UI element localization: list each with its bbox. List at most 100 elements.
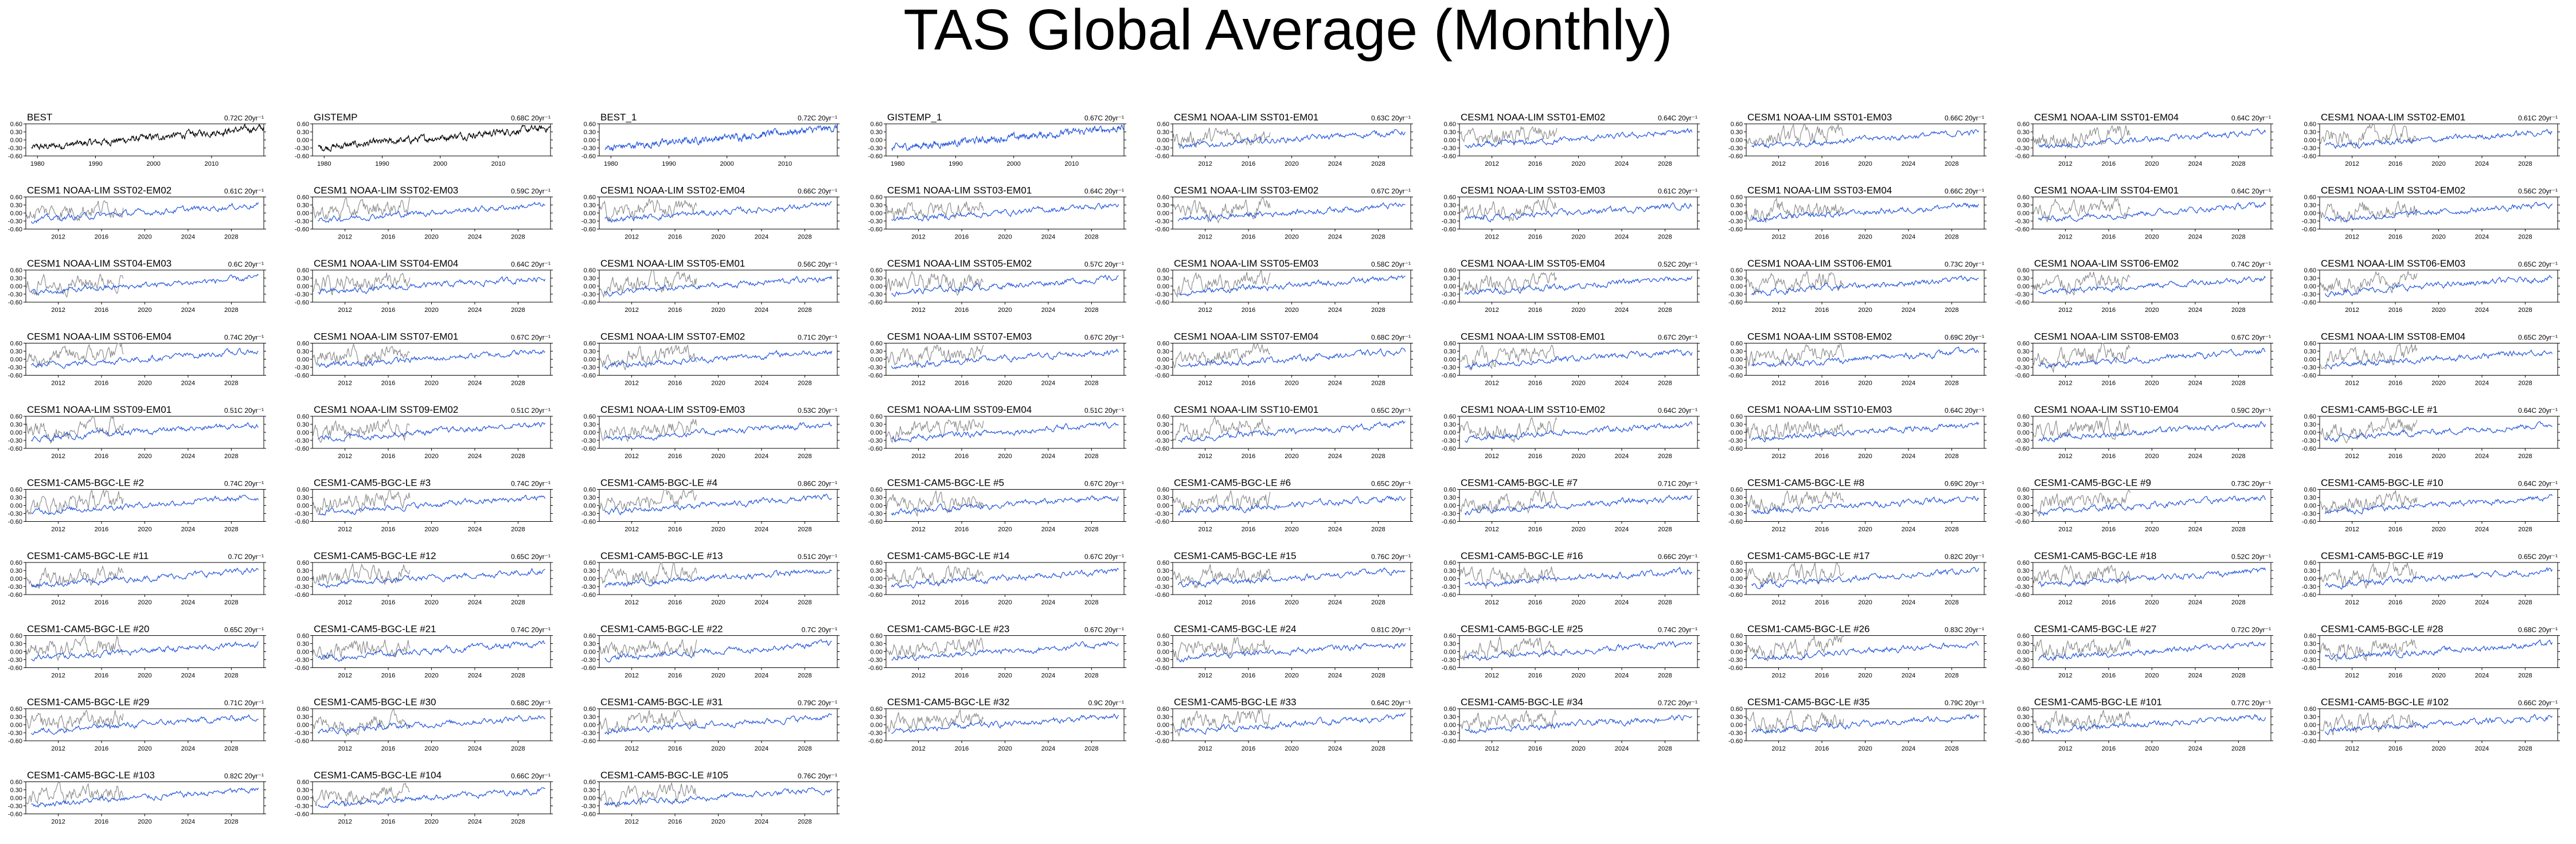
observed-overlay-line bbox=[1172, 127, 1271, 150]
y-tick-label: -0.60 bbox=[295, 373, 309, 380]
x-tick-label: 2016 bbox=[668, 307, 682, 314]
observed-overlay-line bbox=[885, 201, 984, 220]
series-line bbox=[604, 124, 838, 152]
y-tick-label: 0.60 bbox=[10, 413, 22, 420]
x-tick-label: 2028 bbox=[798, 307, 811, 314]
y-tick-label: -0.60 bbox=[581, 592, 596, 599]
y-tick-label: -0.30 bbox=[2302, 657, 2316, 664]
x-tick-label: 2012 bbox=[1771, 599, 1785, 606]
panel: CESM1 NOAA-LIM SST07-EM02 0.71C 20yr⁻¹ 0.6… bbox=[581, 331, 840, 387]
model-series-line bbox=[1464, 202, 1692, 223]
x-tick-label: 2020 bbox=[424, 819, 438, 826]
panel-trend-label: 0.64C 20yr⁻¹ bbox=[1658, 407, 1697, 415]
y-tick-label: 0.00 bbox=[2017, 210, 2029, 217]
panel-title: CESM1 NOAA-LIM SST02-EM04 bbox=[600, 185, 745, 196]
plot-frame bbox=[1746, 416, 1985, 449]
x-tick-label: 2028 bbox=[2518, 599, 2532, 606]
panel: CESM1-CAM5-BGC-LE #105 0.76C 20yr⁻¹0.600.… bbox=[581, 770, 840, 826]
panel: CESM1 NOAA-LIM SST06-EM04 0.74C 20yr⁻¹ 0.6… bbox=[8, 331, 266, 387]
y-tick-label: -0.30 bbox=[8, 657, 22, 664]
panel-trend-label: 0.86C 20yr⁻¹ bbox=[798, 480, 837, 488]
observed-overlay-line bbox=[25, 342, 124, 368]
x-tick-label: 2024 bbox=[1328, 234, 1342, 241]
y-tick-label: -0.60 bbox=[295, 299, 309, 306]
x-tick-label: 2012 bbox=[625, 599, 638, 606]
x-tick-label: 2016 bbox=[955, 599, 969, 606]
y-tick-label: -0.60 bbox=[295, 592, 309, 599]
y-tick-label: 0.00 bbox=[2304, 283, 2316, 290]
y-tick-label: 0.00 bbox=[1444, 503, 1456, 510]
y-tick-label: -0.30 bbox=[2015, 291, 2029, 298]
y-tick-label: 0.00 bbox=[1444, 649, 1456, 656]
y-tick-label: -0.30 bbox=[2015, 218, 2029, 225]
y-tick-label: 0.60 bbox=[297, 341, 309, 347]
y-tick-label: -0.60 bbox=[868, 665, 883, 672]
x-tick-label: 2028 bbox=[511, 380, 525, 387]
observed-overlay-line bbox=[25, 273, 124, 298]
y-tick-label: -0.30 bbox=[1728, 511, 1743, 518]
x-tick-label: 2020 bbox=[2145, 745, 2159, 752]
panel-title: CESM1-CAM5-BGC-LE #22 bbox=[600, 624, 723, 635]
y-tick-label: 0.60 bbox=[584, 341, 596, 347]
panel-trend-label: 0.51C 20yr⁻¹ bbox=[511, 407, 551, 415]
x-tick-label: 2012 bbox=[1485, 453, 1498, 460]
observed-overlay-line bbox=[25, 200, 124, 221]
y-tick-label: 0.30 bbox=[1157, 202, 1169, 209]
y-tick-label: 0.00 bbox=[10, 137, 22, 144]
y-tick-label: -0.60 bbox=[2302, 299, 2316, 306]
x-tick-label: 2028 bbox=[1945, 599, 1958, 606]
x-tick-label: 2012 bbox=[2345, 745, 2359, 752]
x-tick-label: 2024 bbox=[1041, 745, 1055, 752]
panel-trend-label: 0.64C 20yr⁻¹ bbox=[1658, 114, 1697, 122]
x-tick-label: 2024 bbox=[1041, 234, 1055, 241]
x-tick-label: 2020 bbox=[711, 380, 725, 387]
observed-overlay-line bbox=[1746, 562, 1844, 587]
model-series-line bbox=[891, 495, 1119, 516]
y-tick-label: 0.00 bbox=[297, 357, 309, 364]
y-tick-label: 0.60 bbox=[584, 121, 596, 128]
y-tick-label: 0.60 bbox=[1731, 560, 1743, 566]
y-tick-label: 0.00 bbox=[10, 649, 22, 656]
x-tick-label: 2016 bbox=[1242, 453, 1255, 460]
x-tick-label: 2016 bbox=[2388, 307, 2402, 314]
y-tick-label: 0.30 bbox=[2017, 129, 2029, 136]
x-tick-label: 2028 bbox=[1371, 526, 1385, 533]
x-tick-label: 2020 bbox=[1858, 161, 1872, 167]
model-series-line bbox=[318, 494, 546, 516]
x-tick-label: 2012 bbox=[2058, 673, 2072, 679]
x-tick-label: 2028 bbox=[1658, 161, 1672, 167]
panel: CESM1 NOAA-LIM SST10-EM03 0.64C 20yr⁻¹ 0.6… bbox=[1728, 404, 1986, 460]
x-tick-label: 2028 bbox=[1658, 307, 1672, 314]
x-tick-label: 2028 bbox=[1371, 745, 1385, 752]
x-tick-label: 2016 bbox=[1242, 380, 1255, 387]
y-tick-label: -0.30 bbox=[1728, 730, 1743, 737]
y-tick-label: 0.60 bbox=[2304, 706, 2316, 713]
x-tick-label: 2020 bbox=[998, 307, 1012, 314]
panel: CESM1 NOAA-LIM SST04-EM01 0.64C 20yr⁻¹ 0.6… bbox=[2015, 185, 2273, 241]
panel: CESM1 NOAA-LIM SST10-EM01 0.65C 20yr⁻¹ 0.6… bbox=[1155, 404, 1413, 460]
x-tick-label: 2012 bbox=[911, 673, 925, 679]
panel-title: CESM1-CAM5-BGC-LE #31 bbox=[600, 697, 723, 708]
y-tick-label: -0.60 bbox=[1442, 738, 1456, 745]
x-tick-label: 2016 bbox=[2102, 380, 2116, 387]
x-tick-label: 2020 bbox=[2431, 234, 2445, 241]
y-tick-label: 0.30 bbox=[2304, 421, 2316, 428]
x-tick-label: 2012 bbox=[1485, 599, 1498, 606]
y-tick-label: -0.30 bbox=[2302, 730, 2316, 737]
x-tick-label: 2020 bbox=[424, 307, 438, 314]
y-tick-label: -0.60 bbox=[868, 738, 883, 745]
observed-overlay-line bbox=[885, 709, 984, 732]
y-tick-label: 0.00 bbox=[1157, 137, 1169, 144]
y-tick-label: -0.30 bbox=[2302, 511, 2316, 518]
x-tick-label: 2016 bbox=[2388, 745, 2402, 752]
panel: CESM1 NOAA-LIM SST06-EM02 0.74C 20yr⁻¹ 0.6… bbox=[2015, 258, 2273, 314]
page-title: TAS Global Average (Monthly) bbox=[903, 0, 1673, 62]
y-tick-label: 0.00 bbox=[10, 210, 22, 217]
y-tick-label: -0.60 bbox=[8, 592, 22, 599]
panel-trend-label: 0.74C 20yr⁻¹ bbox=[224, 334, 264, 342]
x-tick-label: 2012 bbox=[911, 453, 925, 460]
model-series-line bbox=[1751, 495, 1980, 514]
x-tick-label: 2012 bbox=[1485, 234, 1498, 241]
x-tick-label: 2020 bbox=[711, 526, 725, 533]
model-series-line bbox=[604, 421, 833, 441]
